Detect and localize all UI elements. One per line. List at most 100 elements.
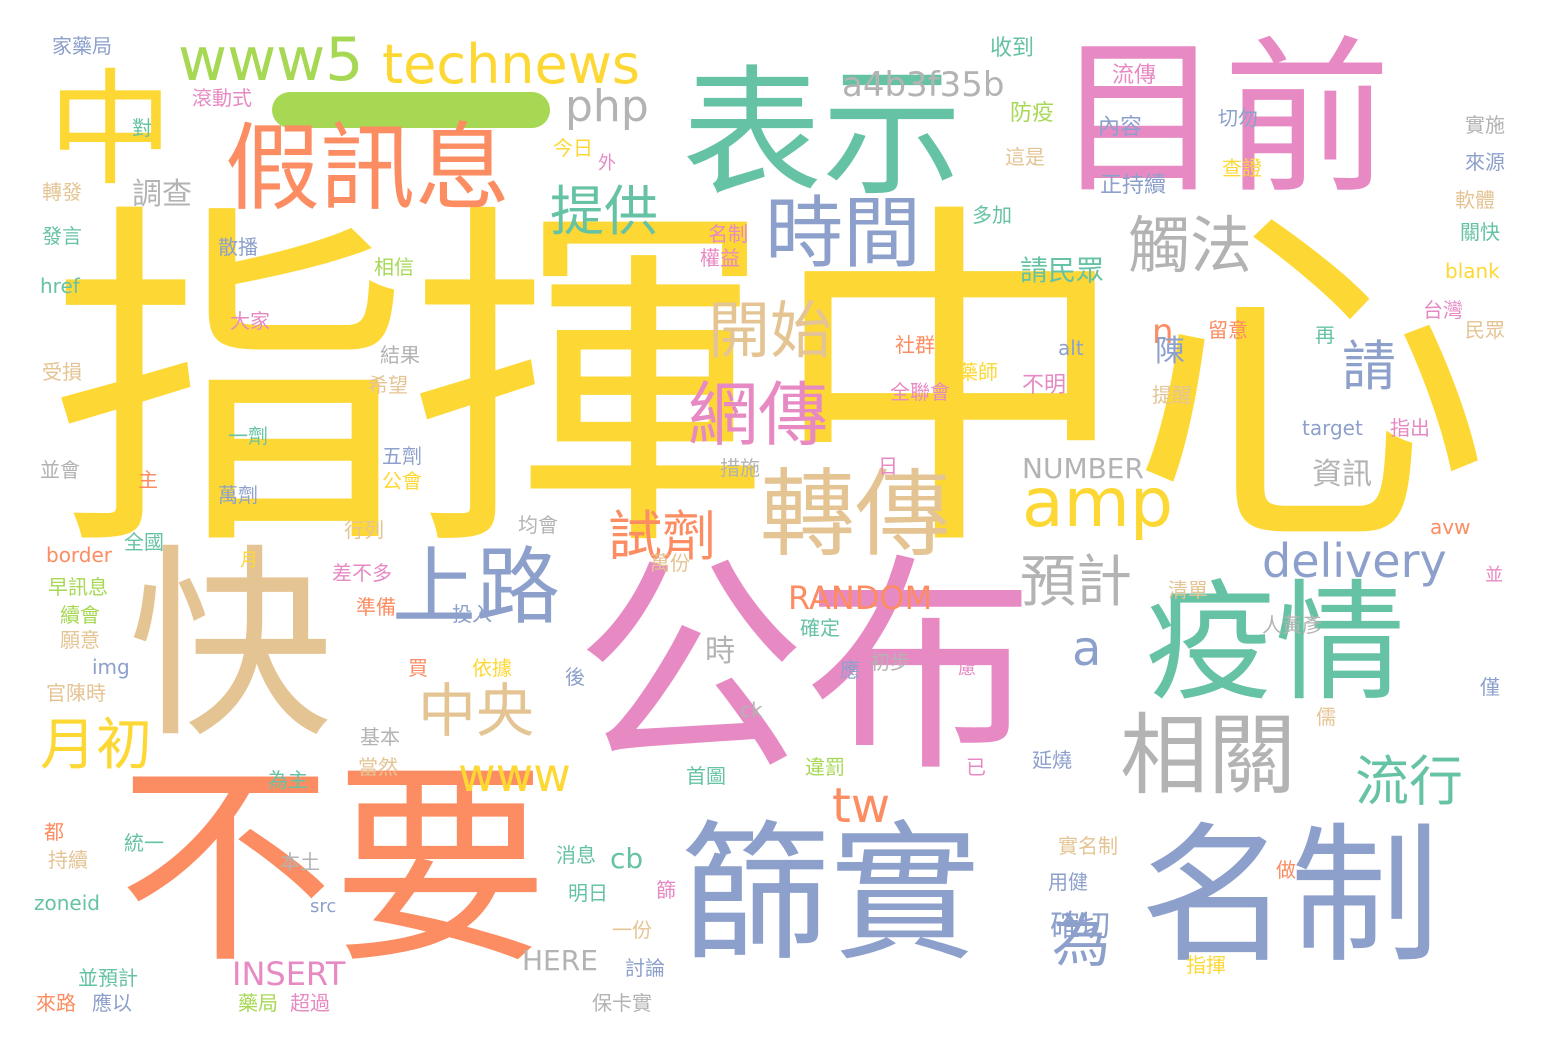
cloud-word: 並會 bbox=[40, 458, 80, 482]
cloud-word: cb bbox=[610, 842, 644, 875]
cloud-word: 提醒 bbox=[1152, 383, 1192, 407]
cloud-word: 實施 bbox=[1465, 113, 1505, 137]
cloud-word: zoneid bbox=[34, 891, 100, 915]
cloud-word: 全國 bbox=[124, 530, 164, 554]
cloud-word: 預計 bbox=[1020, 550, 1132, 615]
cloud-word: 再 bbox=[1315, 323, 1335, 347]
cloud-word: a bbox=[1072, 621, 1102, 677]
cloud-word: 買 bbox=[408, 656, 428, 680]
cloud-word: 家藥局 bbox=[52, 34, 112, 58]
cloud-word: border bbox=[46, 543, 113, 567]
cloud-word: ck bbox=[740, 698, 763, 722]
cloud-word: 中央 bbox=[418, 677, 535, 745]
cloud-word: img bbox=[92, 655, 130, 679]
cloud-word: HERE bbox=[522, 944, 598, 977]
cloud-word: 轉傳 bbox=[760, 460, 951, 570]
cloud-word: 一份 bbox=[612, 918, 652, 942]
cloud-word: 本土 bbox=[280, 850, 320, 874]
cloud-word: 快 bbox=[128, 528, 333, 766]
cloud-word: 留意 bbox=[1208, 318, 1248, 342]
cloud-word: 名制 bbox=[708, 222, 748, 246]
cloud-word: tw bbox=[832, 778, 891, 834]
cloud-word: 清單 bbox=[1168, 578, 1208, 602]
cloud-word: 主 bbox=[138, 468, 158, 492]
cloud-word: 收到 bbox=[990, 36, 1035, 61]
cloud-word: 大家 bbox=[230, 309, 270, 333]
cloud-word: 慮 bbox=[958, 658, 976, 679]
cloud-word: 消息 bbox=[556, 843, 596, 867]
cloud-word: 用健 bbox=[1048, 870, 1088, 894]
cloud-word: 投入 bbox=[452, 602, 492, 626]
cloud-word: 不明 bbox=[1022, 373, 1067, 398]
cloud-word: 表示 bbox=[682, 53, 963, 216]
cloud-word: href bbox=[40, 274, 80, 298]
cloud-word: 為主 bbox=[268, 768, 308, 792]
cloud-word: 月 bbox=[240, 550, 258, 571]
cloud-word: NUMBER bbox=[1022, 452, 1144, 485]
cloud-word: 為 bbox=[1052, 907, 1111, 975]
cloud-word: 內容 bbox=[1098, 115, 1143, 140]
cloud-word: 多加 bbox=[972, 203, 1012, 227]
cloud-word: 軟體 bbox=[1455, 188, 1495, 212]
cloud-word: 官陳時 bbox=[46, 681, 106, 705]
cloud-word: 都 bbox=[44, 820, 64, 844]
cloud-word: amp bbox=[1022, 464, 1174, 543]
cloud-word: 並預計 bbox=[78, 966, 138, 990]
cloud-word: 試劑 bbox=[608, 505, 716, 568]
cloud-word: 外 bbox=[598, 153, 616, 174]
cloud-word: 僅 bbox=[1480, 675, 1500, 699]
cloud-word: 指揮 bbox=[1186, 953, 1226, 977]
cloud-word: 五劑 bbox=[382, 444, 422, 468]
cloud-word: 後 bbox=[565, 665, 585, 689]
cloud-word: 來源 bbox=[1465, 150, 1505, 174]
cloud-word: 差不多 bbox=[332, 561, 392, 585]
cloud-word: 這是 bbox=[1005, 145, 1045, 169]
cloud-word: 藥局 bbox=[238, 991, 278, 1015]
cloud-word: 相信 bbox=[374, 255, 414, 279]
cloud-word: src bbox=[310, 896, 337, 917]
cloud-word: 應 bbox=[840, 658, 860, 682]
cloud-word: 希望 bbox=[368, 373, 408, 397]
cloud-word: 持續 bbox=[48, 848, 88, 872]
cloud-word: alt bbox=[1058, 336, 1084, 360]
cloud-word: 中 bbox=[48, 58, 173, 203]
cloud-word: 公布 bbox=[575, 536, 1036, 803]
cloud-word: 並 bbox=[1485, 565, 1503, 586]
cloud-word: 全聯會 bbox=[890, 380, 950, 404]
cloud-word: 超過 bbox=[290, 991, 330, 1015]
cloud-word: 提供 bbox=[550, 180, 658, 243]
cloud-word: 討論 bbox=[625, 956, 665, 980]
cloud-word: 切勿 bbox=[1218, 106, 1258, 130]
cloud-word: 確切 bbox=[1050, 909, 1110, 944]
cloud-word: 關快 bbox=[1460, 220, 1500, 244]
cloud-word: 請民眾 bbox=[1020, 254, 1105, 287]
cloud-word: php bbox=[565, 81, 649, 132]
cloud-word: 請 bbox=[1342, 335, 1396, 398]
cloud-word: 民眾 bbox=[1465, 318, 1505, 342]
cloud-word: target bbox=[1302, 416, 1363, 440]
cloud-word: 明日 bbox=[568, 881, 608, 905]
cloud-word: 時 bbox=[705, 634, 735, 669]
cloud-word: 均會 bbox=[518, 513, 558, 537]
cloud-word: 對 bbox=[132, 116, 152, 140]
cloud-word: 月初 bbox=[40, 713, 152, 778]
cloud-word: 人黃彥 bbox=[1262, 613, 1322, 637]
cloud-word: 查證 bbox=[1222, 156, 1262, 180]
cloud-word: 發言 bbox=[42, 224, 82, 248]
cloud-word: 時間 bbox=[765, 189, 922, 279]
cloud-word: 相關 bbox=[1120, 704, 1297, 807]
cloud-word: 上路 bbox=[392, 538, 561, 636]
cloud-word: 指揮中心 bbox=[50, 175, 1490, 594]
cloud-word: blank bbox=[1445, 259, 1500, 283]
cloud-word: 滾動式 bbox=[192, 86, 252, 110]
cloud-word: technews bbox=[382, 33, 641, 96]
cloud-word: 一劑 bbox=[228, 424, 268, 448]
cloud-word: a4b3f35b bbox=[842, 65, 1005, 105]
cloud-word: 應以 bbox=[92, 991, 132, 1015]
cloud-word: 轉發 bbox=[42, 180, 82, 204]
cloud-word: 防疫 bbox=[1010, 101, 1055, 126]
cloud-word: 名制 bbox=[1140, 810, 1441, 984]
cloud-word: 假訊息 bbox=[225, 114, 511, 224]
cloud-word: 社群 bbox=[895, 333, 935, 357]
